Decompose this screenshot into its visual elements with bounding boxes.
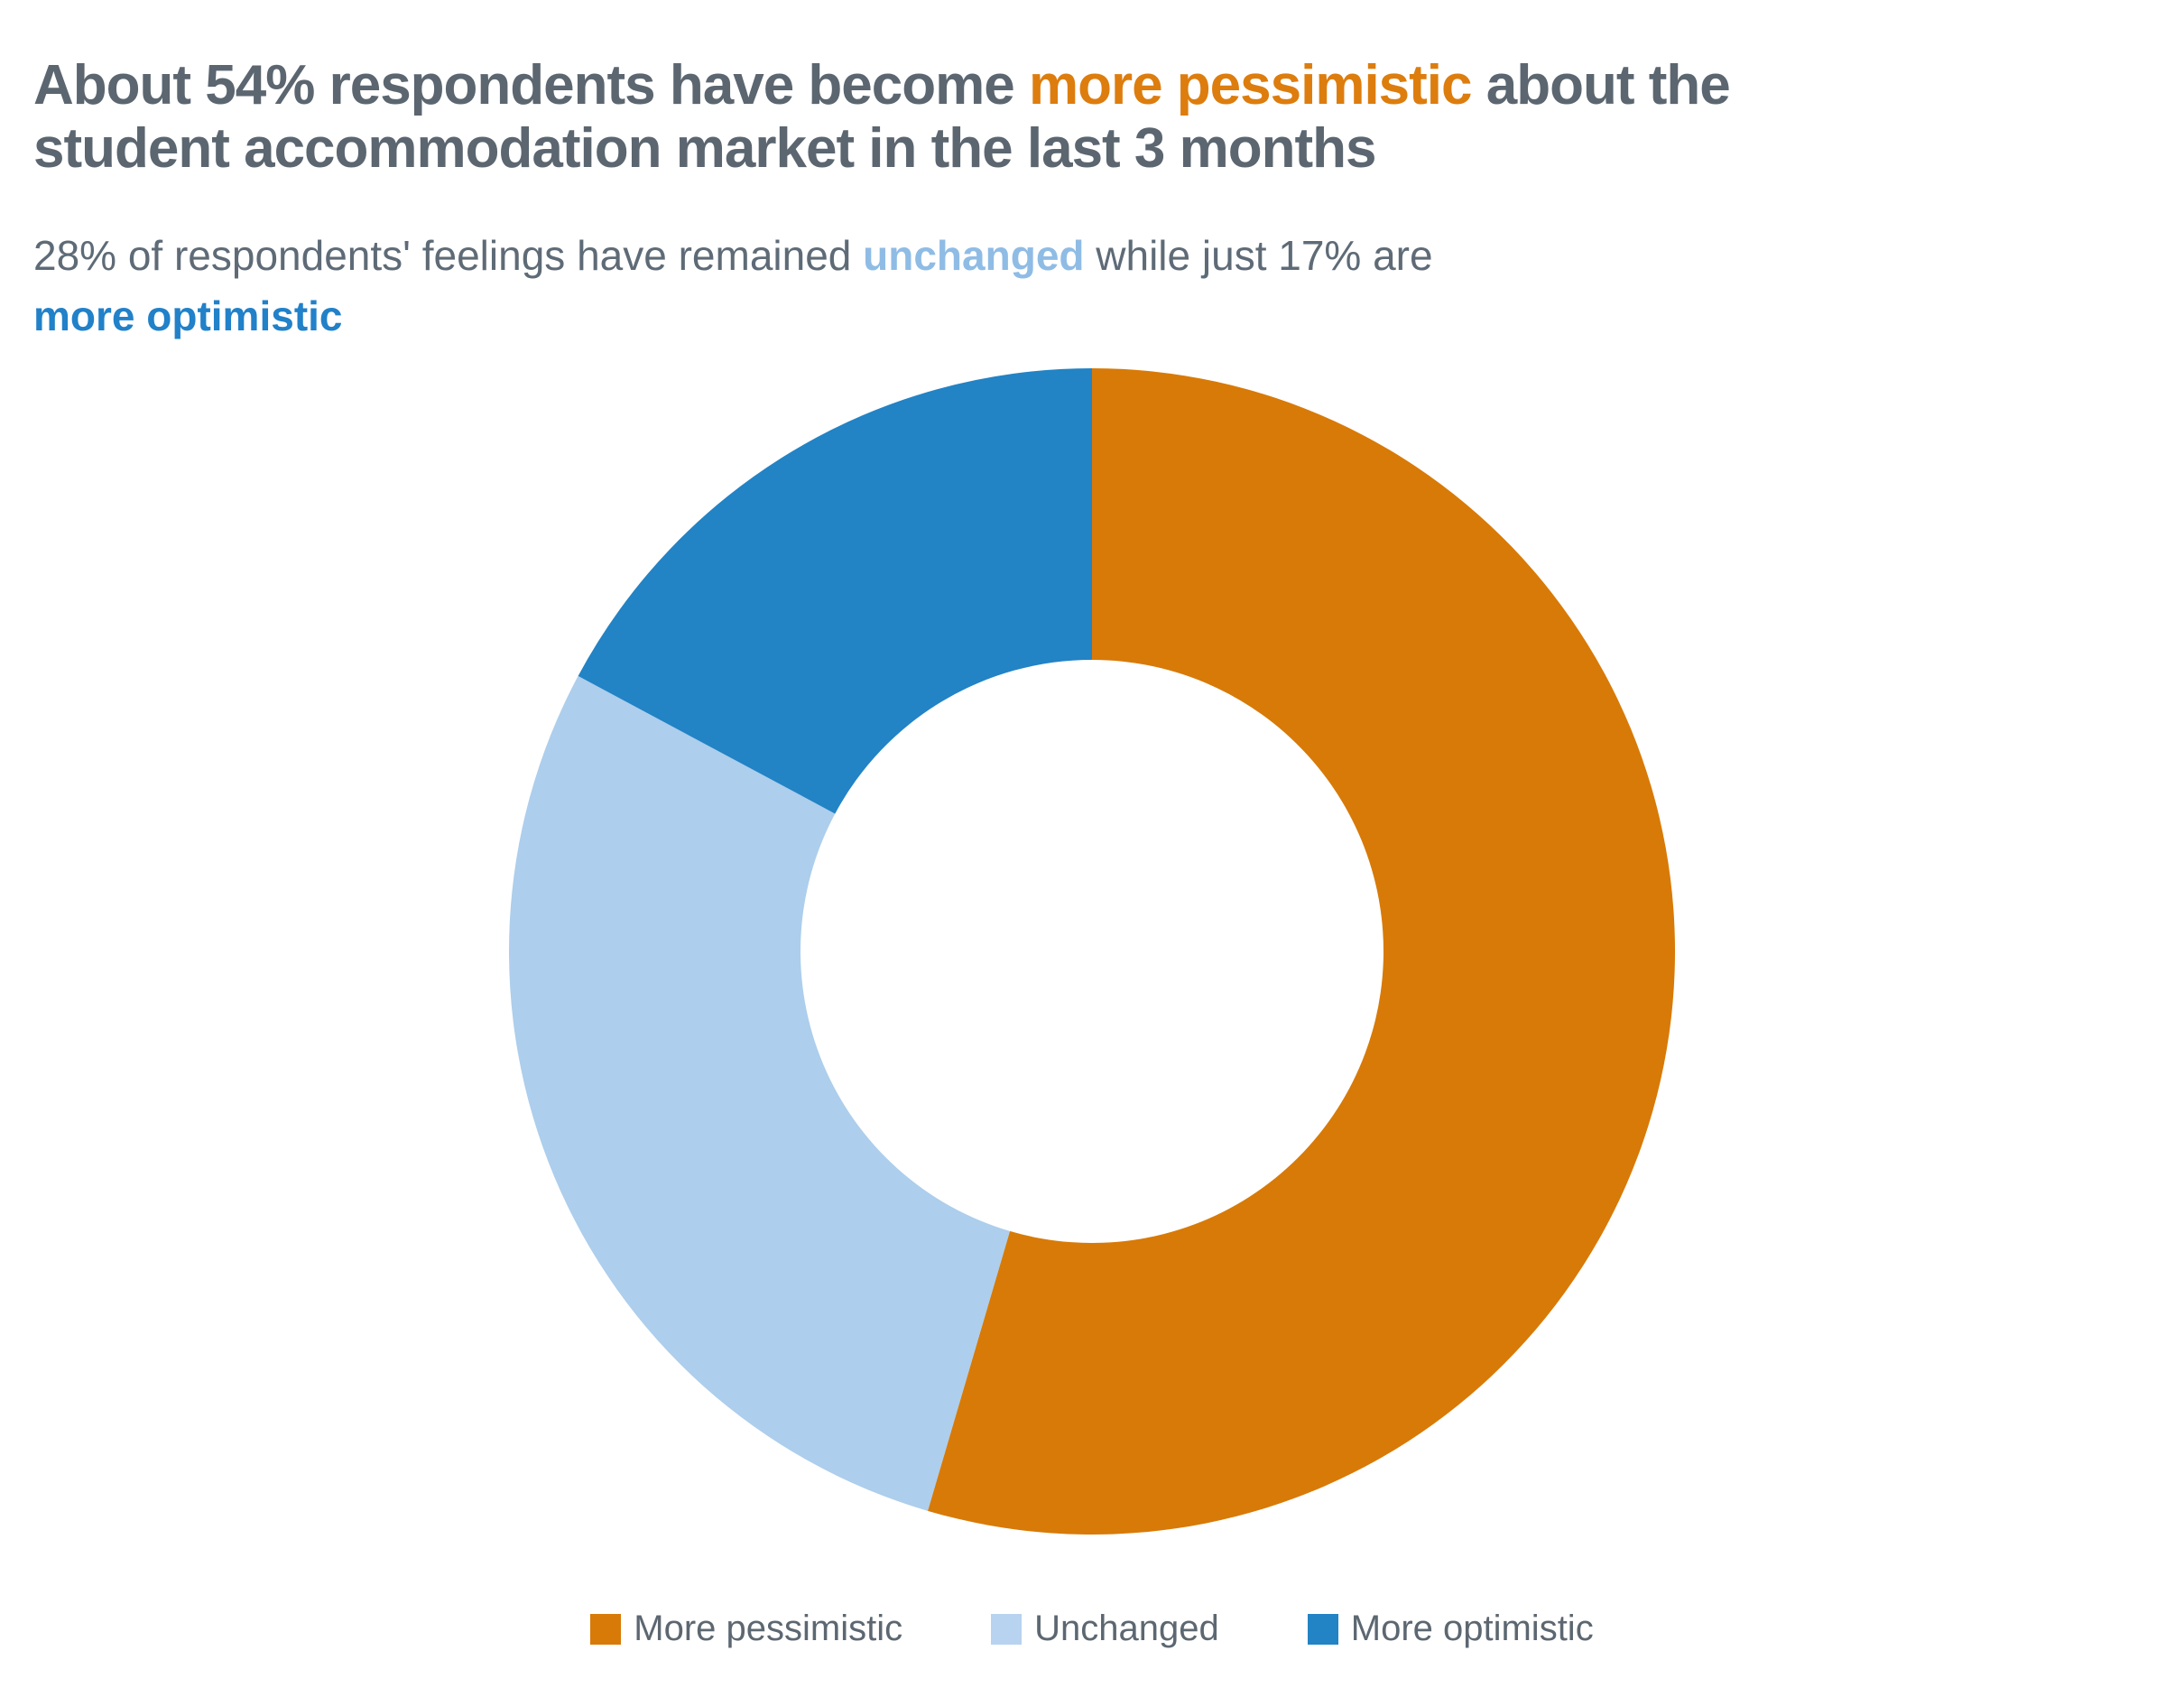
legend-item-more-optimistic[interactable]: More optimistic: [1307, 1609, 1594, 1649]
legend-label-unchanged: Unchanged: [1034, 1609, 1219, 1648]
legend-label-more-pessimistic: More pessimistic: [634, 1609, 903, 1648]
donut-chart: [509, 368, 1675, 1535]
legend-swatch-unchanged: [991, 1613, 1023, 1645]
donut-segment-more-optimistic[interactable]: [578, 368, 1092, 814]
title-text-post: about the student accommodation market i…: [33, 53, 1731, 180]
subtitle-text-mid: while just 17% are: [1096, 232, 1433, 279]
chart-subtitle: 28% of respondents' feelings have remain…: [33, 226, 2145, 347]
legend-swatch-more-pessimistic: [590, 1613, 622, 1645]
donut-segment-unchanged[interactable]: [509, 675, 1010, 1511]
donut-segment-more-pessimistic[interactable]: [928, 368, 1675, 1535]
legend-item-more-pessimistic[interactable]: More pessimistic: [590, 1609, 902, 1649]
title-highlight-more-pessimistic: more pessimistic: [1028, 53, 1473, 116]
subtitle-highlight-unchanged: unchanged: [863, 232, 1085, 279]
chart-title: About 54% respondents have become more p…: [33, 54, 2145, 181]
legend-item-unchanged[interactable]: Unchanged: [991, 1609, 1219, 1649]
legend-swatch-more-optimistic: [1307, 1613, 1338, 1645]
subtitle-text-pre: 28% of respondents' feelings have remain…: [33, 232, 864, 279]
title-text-pre: About 54% respondents have become: [33, 53, 1029, 116]
chart-legend: More pessimistic Unchanged More optimist…: [0, 1609, 2184, 1649]
subtitle-highlight-more-optimistic: more optimistic: [33, 292, 343, 339]
legend-label-more-optimistic: More optimistic: [1350, 1609, 1594, 1648]
